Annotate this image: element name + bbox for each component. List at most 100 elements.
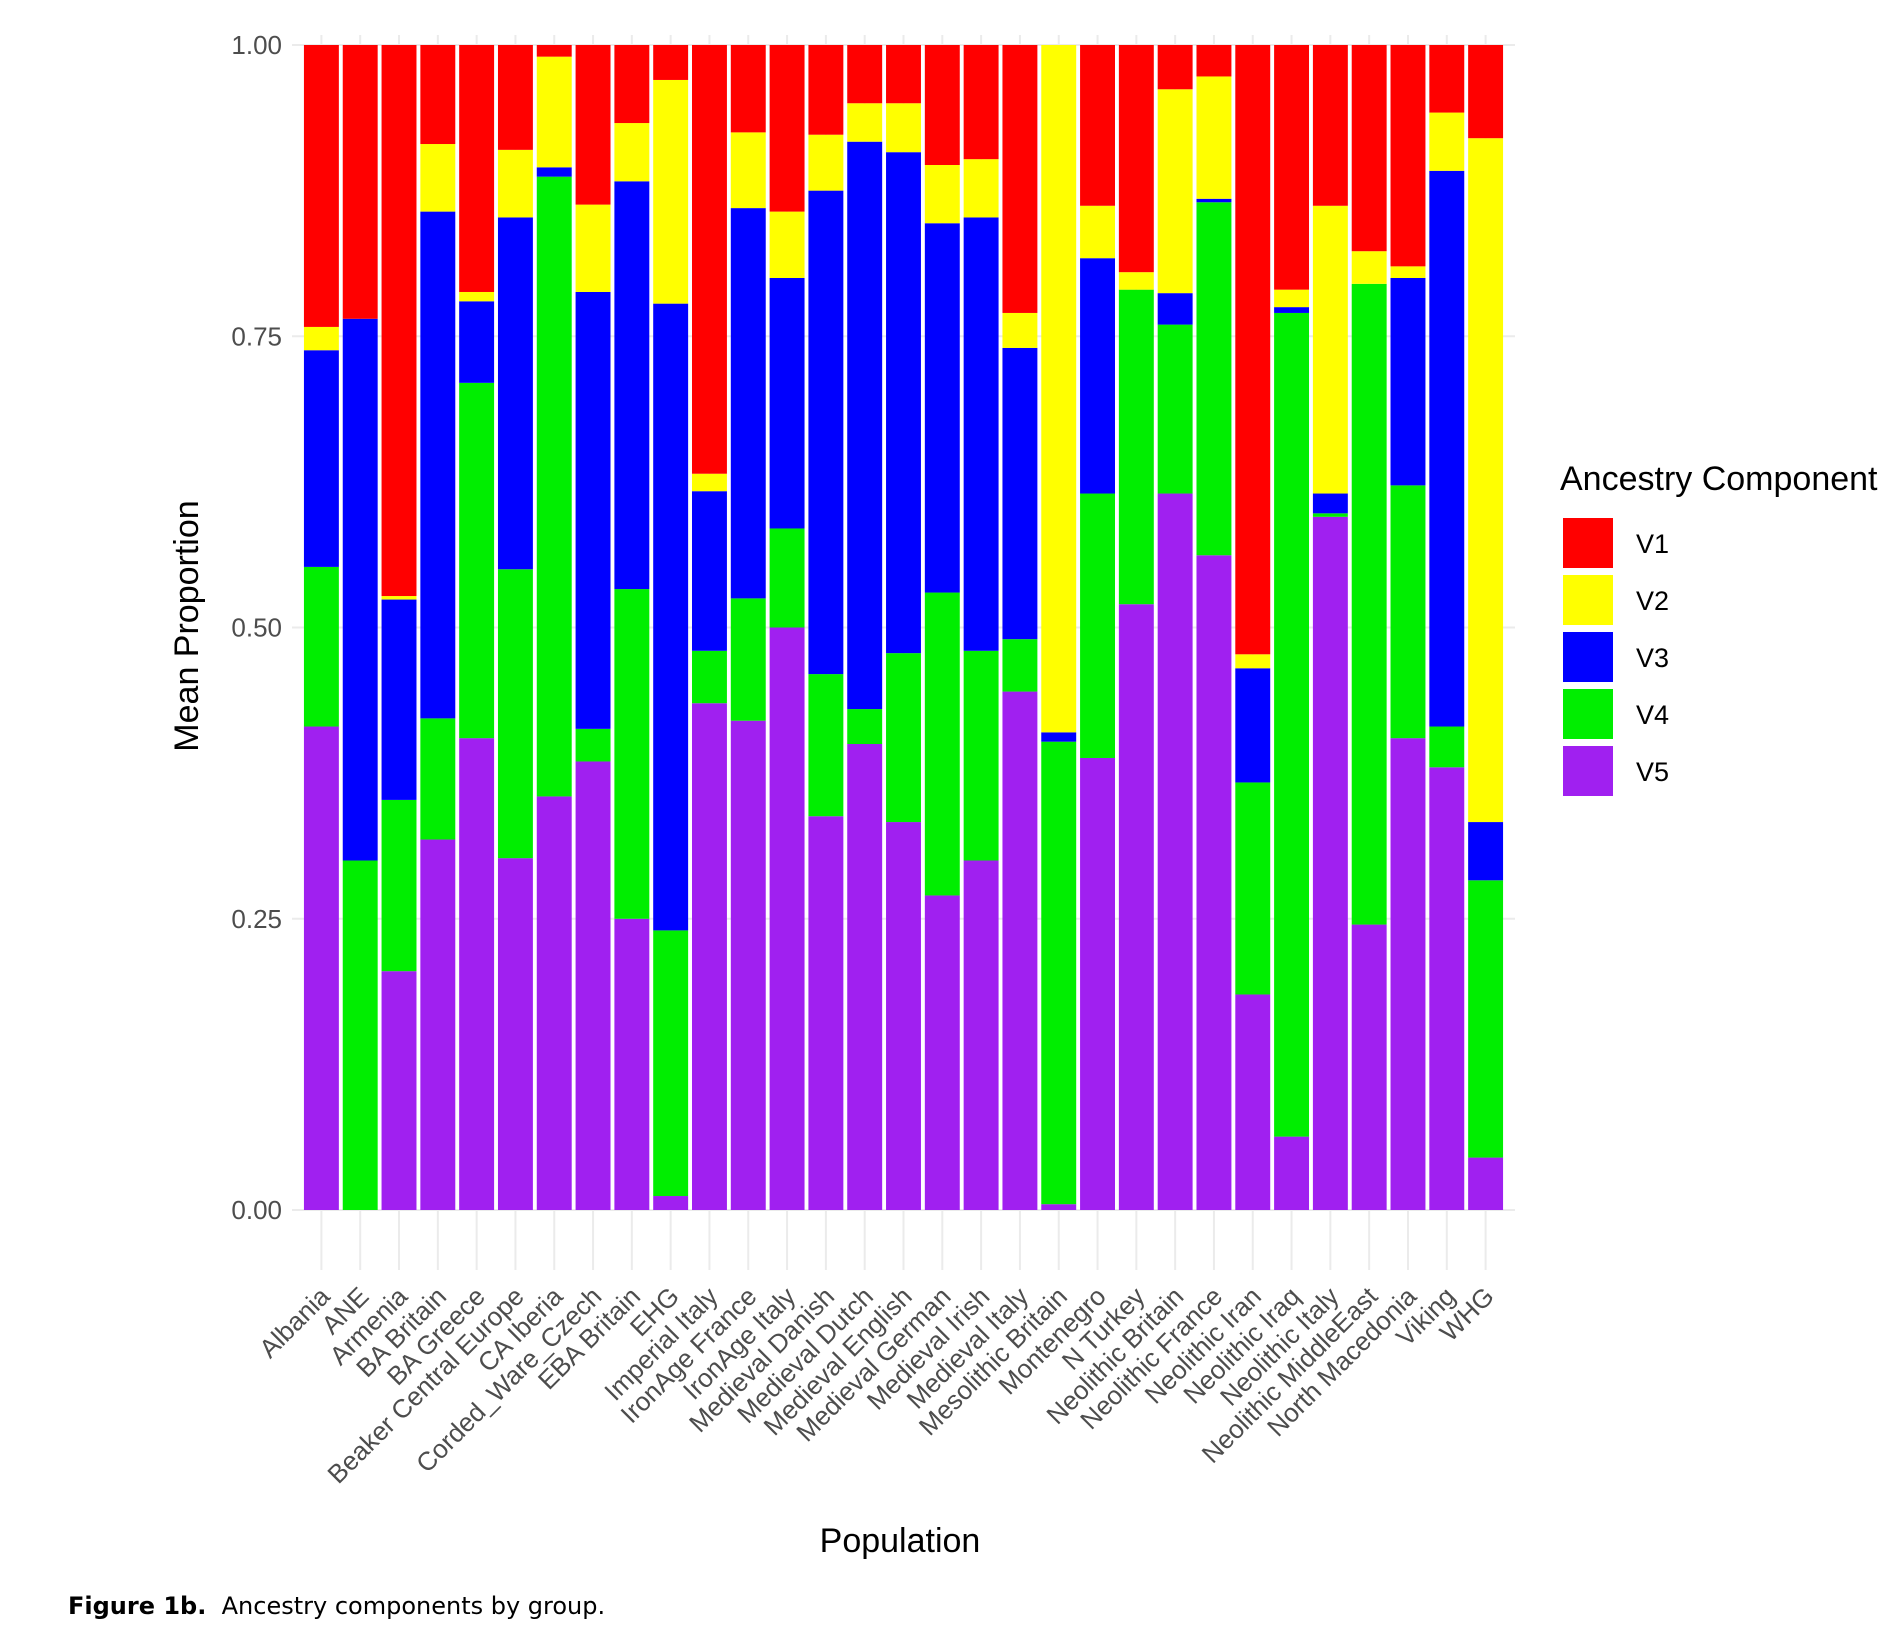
bar-segment-v4 xyxy=(1390,485,1426,739)
bar-segment-v4 xyxy=(692,650,727,704)
bar-segment-v5 xyxy=(575,761,611,1210)
bar-segment-v3 xyxy=(1157,293,1193,325)
bar-segment-v4 xyxy=(1274,312,1310,1137)
bar-segment-v2 xyxy=(808,134,844,191)
bar-segment-v5 xyxy=(1002,691,1038,1210)
bar-segment-v4 xyxy=(1351,283,1387,925)
bar-segment-v3 xyxy=(497,217,533,570)
bar-segment-v5 xyxy=(381,971,417,1210)
bar-segment-v2 xyxy=(886,103,921,153)
bar-segment-v5 xyxy=(1351,924,1387,1210)
bar-segment-v2 xyxy=(769,211,805,278)
bar-segment-v2 xyxy=(1468,138,1504,823)
bar-segment-v2 xyxy=(1118,272,1154,290)
bar-segment-v5 xyxy=(730,720,766,1210)
legend-swatch-v1 xyxy=(1563,518,1613,568)
bar-segment-v2 xyxy=(1196,76,1232,199)
bar-segment-v4 xyxy=(963,650,999,861)
bar-segment-v2 xyxy=(963,159,999,218)
bar-segment-v5 xyxy=(847,744,883,1210)
bar-segment-v4 xyxy=(1196,202,1232,556)
y-tick-label: 0.75 xyxy=(231,321,282,351)
legend-label: V1 xyxy=(1636,529,1669,559)
bar-segment-v3 xyxy=(1468,822,1504,881)
bar-segment-v1 xyxy=(1235,45,1271,655)
bar-segment-v2 xyxy=(1390,266,1426,278)
bar-segment-v1 xyxy=(1351,45,1387,252)
bar-segment-v2 xyxy=(692,473,727,492)
bar-segment-v3 xyxy=(1429,170,1465,727)
bar-segment-v1 xyxy=(381,45,417,597)
bar-segment-v5 xyxy=(536,796,572,1210)
figure-caption: Figure 1b. Ancestry components by group. xyxy=(68,1592,605,1620)
bar-segment-v2 xyxy=(614,123,650,182)
bar-segment-v1 xyxy=(342,45,378,319)
bar-segment-v3 xyxy=(1312,493,1348,514)
y-tick-label: 1.00 xyxy=(231,30,282,60)
bar-segment-v1 xyxy=(1390,45,1426,267)
bar-segment-v3 xyxy=(1235,668,1271,783)
bar-segment-v1 xyxy=(459,45,495,292)
bar-segment-v5 xyxy=(808,816,844,1210)
bar-segment-v3 xyxy=(1041,732,1077,742)
bar-segment-v2 xyxy=(536,56,572,168)
bar-segment-v1 xyxy=(769,45,805,212)
bar-segment-v3 xyxy=(886,152,921,654)
bar-segment-v2 xyxy=(653,79,689,304)
bar-segment-v4 xyxy=(1312,513,1348,517)
bar-segment-v4 xyxy=(1118,289,1154,605)
bar-segment-v2 xyxy=(1351,251,1387,284)
bar-segment-v3 xyxy=(847,141,883,710)
bar-segment-v5 xyxy=(653,1196,689,1210)
bar-segment-v5 xyxy=(459,738,495,1210)
bar-segment-v4 xyxy=(847,709,883,744)
bar-segment-v3 xyxy=(420,211,456,719)
bar-segment-v4 xyxy=(536,176,572,797)
bar-segment-v2 xyxy=(730,132,766,209)
y-tick-label: 0.00 xyxy=(231,1195,282,1225)
bar-segment-v3 xyxy=(1274,307,1310,313)
bar-segment-v1 xyxy=(1468,45,1504,139)
bar-segment-v3 xyxy=(692,491,727,651)
bar-segment-v5 xyxy=(1118,604,1154,1210)
legend-label: V4 xyxy=(1636,700,1669,730)
bar-segment-v2 xyxy=(459,291,495,302)
legend-label: V3 xyxy=(1636,643,1669,673)
bar-segment-v3 xyxy=(614,181,650,590)
bar-segment-v3 xyxy=(459,301,495,383)
bar-segment-v1 xyxy=(963,45,999,160)
bar-segment-v5 xyxy=(1080,757,1115,1210)
bar-segment-v2 xyxy=(847,103,883,142)
bar-segment-v3 xyxy=(963,217,999,651)
bar-segment-v4 xyxy=(303,566,339,727)
bar-segment-v3 xyxy=(1002,347,1038,640)
bar-segment-v2 xyxy=(1080,205,1115,259)
legend-swatch-v2 xyxy=(1563,575,1613,625)
bar-segment-v5 xyxy=(1235,994,1271,1210)
bar-segment-v3 xyxy=(769,278,805,529)
bar-segment-v1 xyxy=(1196,45,1232,77)
bars-layer xyxy=(303,45,1504,1210)
legend-swatch-v3 xyxy=(1563,632,1613,682)
bar-segment-v2 xyxy=(1312,205,1348,494)
bar-segment-v4 xyxy=(1157,324,1193,494)
bar-segment-v3 xyxy=(1390,278,1426,486)
bar-segment-v3 xyxy=(342,318,378,861)
bar-segment-v1 xyxy=(497,45,533,150)
bar-segment-v5 xyxy=(769,627,805,1210)
bar-segment-v5 xyxy=(963,860,999,1210)
legend-label: V2 xyxy=(1636,586,1669,616)
y-axis-ticks: 0.00 0.25 0.50 0.75 1.00 xyxy=(231,30,282,1225)
bar-segment-v4 xyxy=(1002,639,1038,692)
bar-segment-v2 xyxy=(1429,112,1465,171)
bar-segment-v5 xyxy=(1274,1136,1310,1210)
bar-segment-v2 xyxy=(1274,289,1310,308)
legend-title: Ancestry Component xyxy=(1560,460,1878,498)
bar-segment-v4 xyxy=(459,382,495,739)
bar-segment-v2 xyxy=(1157,89,1193,294)
bar-segment-v5 xyxy=(303,726,339,1210)
bar-segment-v4 xyxy=(1041,741,1077,1205)
bar-segment-v5 xyxy=(1468,1157,1504,1210)
bar-segment-v1 xyxy=(924,45,960,165)
